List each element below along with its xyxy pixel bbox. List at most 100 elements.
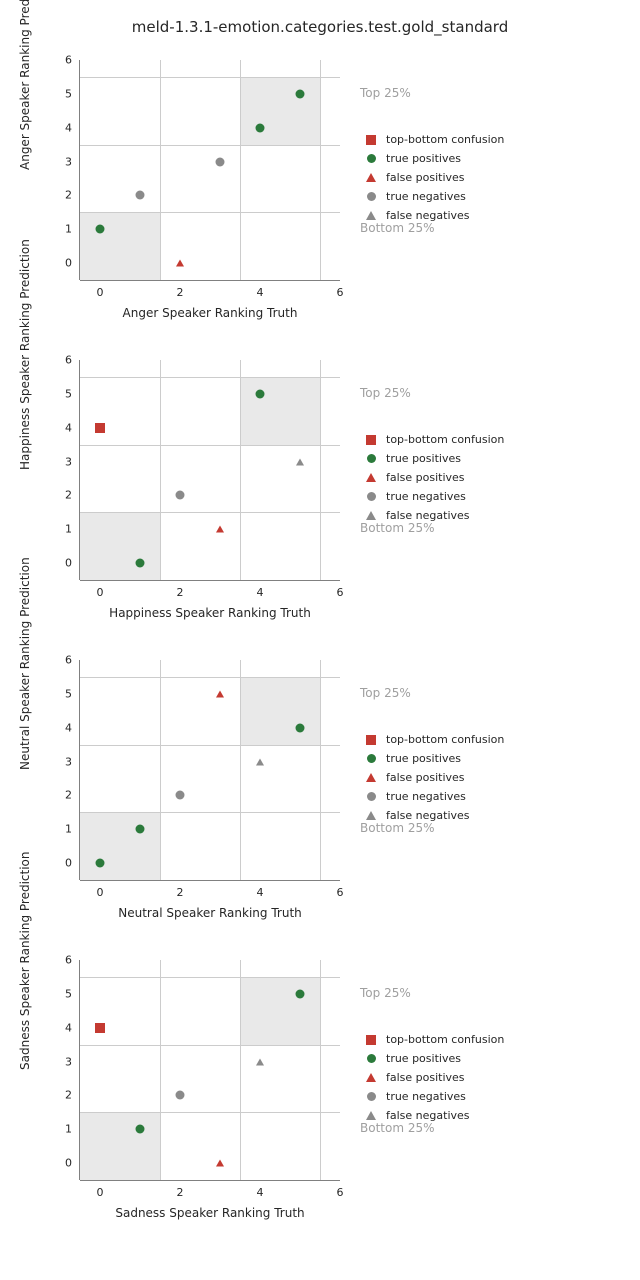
legend-item: top-bottom confusion	[360, 130, 504, 149]
legend-item: false negatives	[360, 206, 504, 225]
legend-label: true positives	[382, 152, 461, 165]
quartile-shade	[80, 812, 160, 880]
legend-label: top-bottom confusion	[382, 133, 504, 146]
quartile-shade	[240, 677, 320, 745]
marker-tp	[136, 559, 145, 568]
legend-item: false positives	[360, 1068, 504, 1087]
legend-marker-square	[360, 735, 382, 745]
ytick-label: 5	[65, 687, 72, 700]
legend-item: false negatives	[360, 1106, 504, 1125]
ytick-label: 2	[65, 1089, 72, 1102]
marker-fn	[256, 758, 264, 765]
legend-item: top-bottom confusion	[360, 730, 504, 749]
xtick-label: 2	[177, 586, 184, 599]
spine-left	[79, 960, 80, 1180]
spine-bottom	[80, 280, 340, 281]
xtick-label: 4	[257, 1186, 264, 1199]
gridline-h	[80, 812, 340, 813]
ytick-label: 6	[65, 954, 72, 967]
legend-label: false negatives	[382, 1109, 470, 1122]
ytick-label: 3	[65, 155, 72, 168]
gridline-v	[320, 60, 321, 280]
legend-marker-square	[360, 435, 382, 445]
legend-label: true negatives	[382, 190, 466, 203]
panel-sadness: 02460123456Sadness Speaker Ranking Truth…	[0, 940, 640, 1240]
marker-fn	[296, 458, 304, 465]
legend-item: top-bottom confusion	[360, 1030, 504, 1049]
legend-marker-circle	[360, 1092, 382, 1101]
marker-tp	[96, 859, 105, 868]
marker-fp	[216, 526, 224, 533]
legend-label: true negatives	[382, 490, 466, 503]
legend-label: true positives	[382, 452, 461, 465]
marker-tp	[136, 825, 145, 834]
ytick-label: 5	[65, 387, 72, 400]
legend-marker-circle	[360, 492, 382, 501]
gridline-v	[160, 660, 161, 880]
panel-neutral: 02460123456Neutral Speaker Ranking Truth…	[0, 640, 640, 940]
gridline-v	[240, 360, 241, 580]
marker-fp	[216, 1160, 224, 1167]
xtick-label: 0	[97, 1186, 104, 1199]
legend-marker-tri	[360, 473, 382, 482]
ytick-label: 5	[65, 87, 72, 100]
gridline-h	[80, 445, 340, 446]
gridline-v	[160, 960, 161, 1180]
xtick-label: 2	[177, 286, 184, 299]
legend-label: true negatives	[382, 790, 466, 803]
spine-bottom	[80, 580, 340, 581]
legend-marker-tri	[360, 1073, 382, 1082]
legend-item: true positives	[360, 149, 504, 168]
panels-container: 02460123456Anger Speaker Ranking TruthAn…	[0, 40, 640, 1240]
figure-title: meld-1.3.1-emotion.categories.test.gold_…	[0, 18, 640, 36]
spine-bottom	[80, 880, 340, 881]
legend: top-bottom confusion true positives false …	[360, 730, 504, 825]
legend-item: true positives	[360, 1049, 504, 1068]
legend-marker-circle	[360, 454, 382, 463]
gridline-v	[160, 360, 161, 580]
xtick-label: 4	[257, 586, 264, 599]
quartile-shade	[80, 512, 160, 580]
legend-item: true positives	[360, 749, 504, 768]
legend-marker-square	[360, 135, 382, 145]
ytick-label: 2	[65, 189, 72, 202]
legend-item: false negatives	[360, 506, 504, 525]
legend-marker-tri	[360, 173, 382, 182]
ytick-label: 1	[65, 223, 72, 236]
marker-tn	[176, 1091, 185, 1100]
gridline-h	[80, 1045, 340, 1046]
axes-happiness: 02460123456Happiness Speaker Ranking Tru…	[80, 360, 340, 580]
legend-label: top-bottom confusion	[382, 433, 504, 446]
legend: top-bottom confusion true positives false …	[360, 430, 504, 525]
xtick-label: 6	[337, 586, 344, 599]
xlabel: Neutral Speaker Ranking Truth	[118, 906, 302, 920]
xtick-label: 4	[257, 286, 264, 299]
legend-label: false negatives	[382, 509, 470, 522]
legend-label: top-bottom confusion	[382, 1033, 504, 1046]
ytick-label: 6	[65, 654, 72, 667]
ytick-label: 4	[65, 721, 72, 734]
legend-label: false negatives	[382, 809, 470, 822]
marker-tbc	[95, 1023, 105, 1033]
gridline-h	[80, 145, 340, 146]
xtick-label: 6	[337, 286, 344, 299]
gridline-h	[80, 677, 340, 678]
xtick-label: 2	[177, 1186, 184, 1199]
quartile-shade	[240, 977, 320, 1045]
ytick-label: 2	[65, 489, 72, 502]
ytick-label: 3	[65, 455, 72, 468]
quartile-shade	[80, 1112, 160, 1180]
axes-sadness: 02460123456Sadness Speaker Ranking Truth…	[80, 960, 340, 1180]
ylabel: Neutral Speaker Ranking Prediction	[18, 557, 32, 770]
ytick-label: 1	[65, 823, 72, 836]
legend-item: false positives	[360, 768, 504, 787]
marker-tp	[296, 89, 305, 98]
legend: top-bottom confusion true positives false …	[360, 130, 504, 225]
legend-marker-circle	[360, 1054, 382, 1063]
legend-label: true positives	[382, 752, 461, 765]
xtick-label: 0	[97, 286, 104, 299]
gridline-h	[80, 977, 340, 978]
legend-marker-circle	[360, 754, 382, 763]
gridline-h	[80, 512, 340, 513]
annot-top: Top 25%	[360, 386, 411, 400]
